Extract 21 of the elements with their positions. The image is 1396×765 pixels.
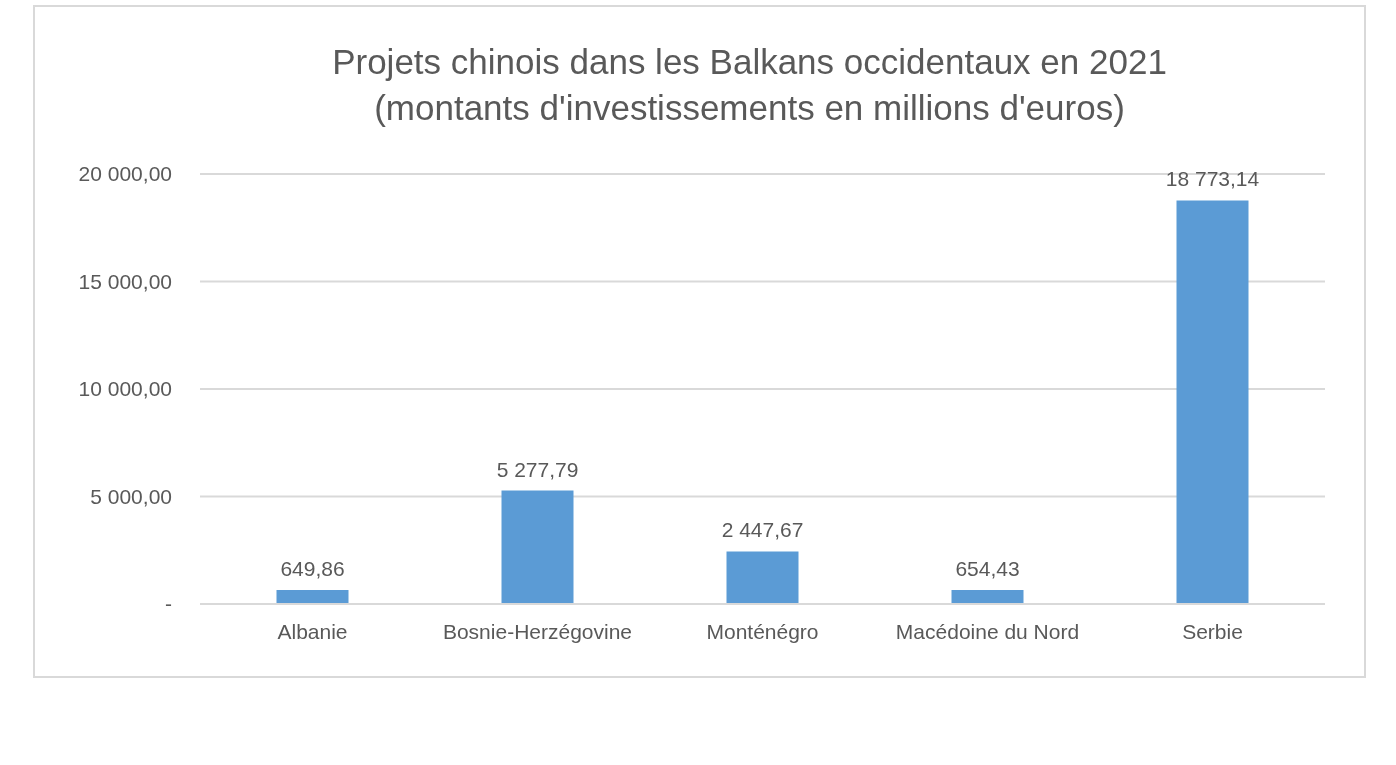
y-tick-label: 5 000,00 [90,484,172,508]
bar [726,551,799,604]
x-tick-label: Bosnie-Herzégovine [442,619,633,643]
chart-title: Projets chinois dans les Balkans occidentaux en 2021 (montants d'investissements en millions d'euros) [331,41,1168,129]
bar [501,490,574,604]
data-label: 2 447,67 [721,518,804,542]
bar [276,590,349,604]
data-label: 18 773,14 [1165,167,1260,191]
data-label: 654,43 [955,556,1020,580]
y-tick-label: 20 000,00 [78,162,172,186]
y-tick-label: - [165,592,172,616]
x-tick-label: Macédoine du Nord [895,619,1080,643]
data-label: 649,86 [280,557,345,581]
bar [951,589,1024,604]
y-tick-label: 15 000,00 [78,269,172,293]
y-tick-label: 10 000,00 [78,377,172,401]
x-tick-label: Monténégro [706,619,819,643]
data-label: 5 277,79 [496,457,579,481]
x-tick-label: Albanie [277,619,348,643]
x-tick-label: Serbie [1182,619,1243,643]
bar [1176,200,1249,604]
